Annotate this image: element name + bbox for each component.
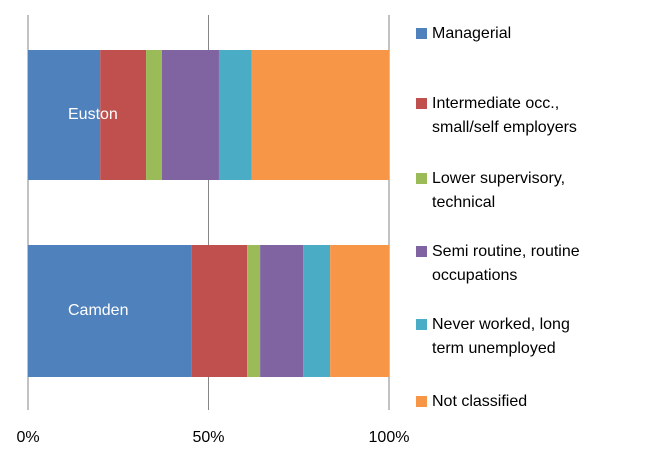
legend-item: Managerial (416, 22, 616, 46)
bar-segment (251, 50, 389, 180)
legend-item: Intermediate occ., small/self employers (416, 92, 616, 140)
bar-segment (100, 50, 147, 180)
legend-swatch (416, 319, 427, 330)
legend-label: Not classified (432, 393, 528, 410)
legend-item: Lower supervisory, technical (416, 167, 616, 215)
legend-swatch (416, 98, 427, 109)
bar-segment (146, 50, 162, 180)
legend-label: Intermediate occ., small/self employers (432, 95, 577, 136)
bar-segment (247, 245, 261, 377)
bar-segment (28, 245, 192, 377)
bar-segment (260, 245, 304, 377)
legend-item: Never worked, long term unemployed (416, 313, 616, 361)
legend-item: Semi routine, routine occupations (416, 240, 616, 288)
bar-segment (218, 50, 252, 180)
legend-label: Never worked, long term unemployed (432, 316, 570, 357)
x-tick-label: 50% (192, 429, 224, 446)
x-tick-label: 100% (369, 429, 410, 446)
bar-segment (191, 245, 248, 377)
legend-label: Semi routine, routine occupations (432, 243, 580, 284)
legend-swatch (416, 173, 427, 184)
bar-segment (28, 50, 101, 180)
legend-swatch (416, 246, 427, 257)
bar-segment (330, 245, 389, 377)
bar-segment (161, 50, 219, 180)
legend-label: Managerial (432, 25, 512, 42)
category-label: Camden (68, 302, 128, 319)
legend-swatch (416, 28, 427, 39)
legend-swatch (416, 396, 427, 407)
x-tick-label: 0% (16, 429, 39, 446)
legend-item: Not classified (416, 390, 616, 414)
bar-segment (303, 245, 331, 377)
category-label: Euston (68, 106, 118, 123)
legend-label: Lower supervisory, technical (432, 170, 566, 211)
